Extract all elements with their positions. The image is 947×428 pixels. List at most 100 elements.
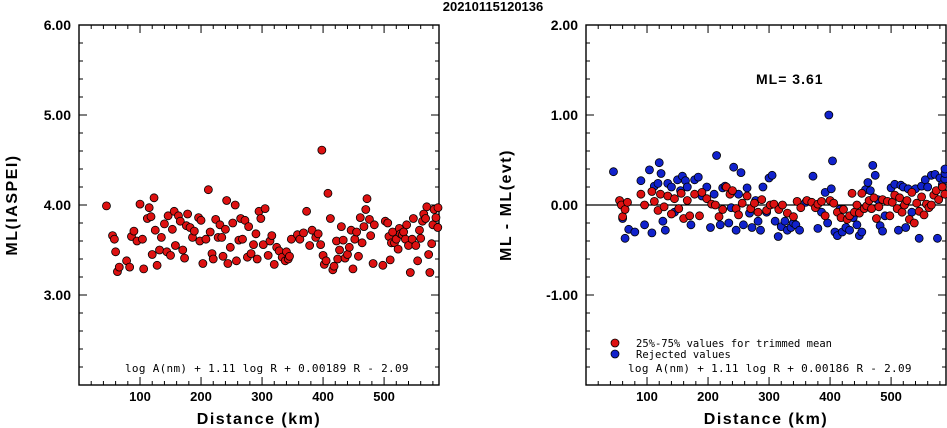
rejected-point bbox=[770, 216, 780, 226]
trimmed-point bbox=[937, 182, 947, 192]
trimmed-point bbox=[249, 240, 258, 250]
trimmed-point bbox=[228, 218, 238, 228]
trimmed-point bbox=[333, 254, 343, 264]
chart-left: 100 200 300 400 500 3.00 4.00 5.00 6.00 Distanc… bbox=[4, 17, 443, 428]
trimmed-point bbox=[685, 211, 695, 221]
points-right bbox=[609, 110, 947, 243]
x-tick-label: 500 bbox=[880, 389, 902, 404]
rejected-point bbox=[739, 220, 748, 230]
rejected-point bbox=[878, 226, 887, 236]
trimmed-point bbox=[695, 211, 704, 221]
trimmed-point bbox=[305, 241, 315, 250]
trimmed-point bbox=[422, 202, 432, 212]
rejected-point bbox=[706, 223, 715, 232]
trimmed-point bbox=[167, 224, 177, 234]
trimmed-point bbox=[618, 212, 628, 222]
trimmed-point bbox=[269, 259, 279, 269]
trimmed-point bbox=[260, 204, 270, 214]
trimmed-point bbox=[149, 193, 159, 203]
x-tick-label: 500 bbox=[373, 389, 395, 404]
rejected-point bbox=[640, 220, 649, 230]
x-tick-label: 100 bbox=[129, 389, 151, 404]
trimmed-point bbox=[350, 234, 360, 244]
trimmed-point bbox=[313, 229, 323, 239]
trimmed-point bbox=[222, 196, 232, 205]
trimmed-point bbox=[147, 250, 157, 259]
trimmed-point bbox=[796, 203, 806, 213]
trimmed-point bbox=[321, 256, 331, 266]
legend-label-rejected: Rejected values bbox=[636, 349, 731, 361]
trimmed-point bbox=[737, 198, 747, 208]
y-tick-label: -1.00 bbox=[546, 287, 578, 303]
trimmed-point bbox=[402, 220, 412, 230]
rejected-point bbox=[870, 170, 880, 180]
trimmed-point bbox=[647, 187, 657, 196]
y-tick-label: 3.00 bbox=[44, 287, 71, 303]
rejected-point bbox=[667, 182, 676, 192]
y-ticks-right: -1.00 0.00 1.00 2.00 bbox=[546, 17, 946, 368]
trimmed-point bbox=[907, 187, 917, 197]
trimmed-point bbox=[869, 193, 879, 203]
rejected-point bbox=[824, 110, 834, 120]
x-tick-label: 300 bbox=[758, 389, 780, 404]
trimmed-point bbox=[710, 200, 720, 210]
trimmed-point bbox=[902, 196, 912, 205]
trimmed-point bbox=[152, 260, 162, 270]
rejected-point bbox=[758, 182, 768, 192]
trimmed-point bbox=[649, 196, 659, 206]
trimmed-point bbox=[138, 234, 147, 244]
trimmed-point bbox=[433, 223, 443, 232]
trimmed-point bbox=[232, 256, 241, 266]
trimmed-point bbox=[640, 200, 649, 210]
trimmed-point bbox=[166, 250, 175, 260]
x-tick-label: 400 bbox=[819, 389, 841, 404]
rejected-point bbox=[940, 164, 947, 174]
trimmed-point bbox=[697, 187, 707, 197]
rejected-point bbox=[712, 151, 721, 160]
trimmed-point bbox=[246, 249, 256, 259]
rejected-point bbox=[865, 186, 875, 196]
trimmed-point bbox=[753, 207, 763, 217]
trimmed-point bbox=[263, 250, 273, 260]
rejected-point bbox=[731, 225, 741, 235]
trimmed-point bbox=[135, 199, 145, 209]
trimmed-point bbox=[221, 224, 230, 234]
ml-annotation: ML= 3.61 bbox=[756, 71, 824, 87]
trimmed-point bbox=[139, 264, 149, 274]
rejected-point bbox=[715, 220, 725, 230]
trimmed-point bbox=[416, 233, 426, 243]
rejected-point bbox=[693, 172, 703, 182]
trimmed-point bbox=[343, 250, 352, 259]
trimmed-point bbox=[413, 256, 423, 266]
trimmed-point bbox=[302, 206, 311, 216]
rejected-point bbox=[654, 158, 664, 168]
trimmed-point bbox=[728, 186, 737, 196]
rejected-point bbox=[645, 165, 654, 175]
trimmed-point bbox=[180, 253, 189, 263]
trimmed-point bbox=[125, 262, 135, 272]
legend-marker-rejected bbox=[610, 349, 620, 359]
trimmed-point bbox=[155, 245, 164, 255]
trimmed-point bbox=[208, 254, 218, 264]
x-axis-label-left: Distance (km) bbox=[197, 411, 321, 428]
trimmed-point bbox=[926, 200, 936, 210]
x-ticks-right: 100 200 300 400 500 bbox=[597, 25, 941, 404]
trimmed-point bbox=[676, 188, 686, 198]
rejected-point bbox=[773, 232, 783, 241]
trimmed-point bbox=[415, 225, 424, 235]
trimmed-point bbox=[674, 204, 684, 214]
rejected-point bbox=[823, 218, 833, 228]
trimmed-point bbox=[183, 209, 193, 219]
plot-frame-left bbox=[78, 24, 440, 386]
rejected-point bbox=[923, 182, 933, 192]
trimmed-point bbox=[667, 209, 676, 219]
trimmed-point bbox=[656, 189, 665, 199]
trimmed-point bbox=[778, 200, 787, 210]
rejected-point bbox=[636, 176, 646, 186]
rejected-point bbox=[702, 182, 712, 192]
trimmed-point bbox=[109, 234, 119, 244]
trimmed-point bbox=[424, 250, 434, 259]
trimmed-point bbox=[897, 207, 907, 217]
trimmed-point bbox=[203, 185, 213, 195]
rejected-point bbox=[828, 156, 837, 166]
